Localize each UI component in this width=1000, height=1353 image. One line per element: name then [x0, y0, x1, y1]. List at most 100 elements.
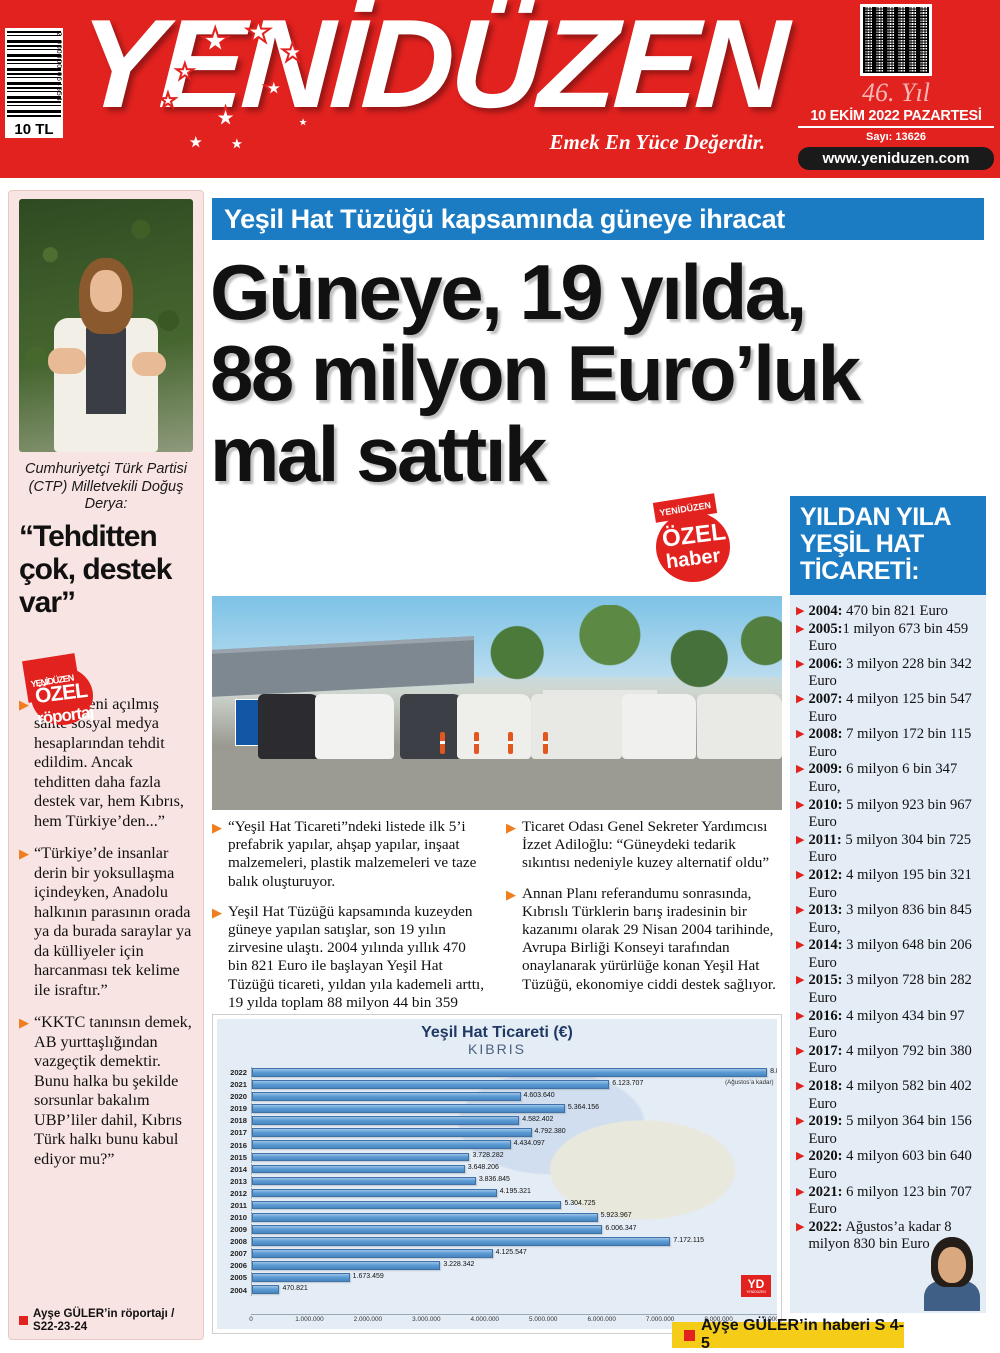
triangle-bullet-icon: ▶: [796, 763, 805, 776]
list-item-text: 2005:1 milyon 673 bin 459 Euro: [808, 620, 969, 655]
triangle-bullet-icon: ▶: [506, 820, 516, 835]
qr-code-icon[interactable]: [860, 4, 932, 76]
logo-text: YENİDÜZEN: [74, 0, 788, 134]
date-label: 10 EKİM 2022 PAZARTESİ: [798, 108, 994, 128]
list-item: ▶ “KKTC tanınsın demek, AB yurttaşlığında…: [19, 1013, 193, 1169]
chart-bar-value-label: 4.582.402: [522, 1115, 554, 1123]
triangle-bullet-icon: ▶: [796, 692, 805, 705]
chart-bar-row: 2022 8.830.000 (Ağustos’a kadar): [217, 1067, 777, 1086]
year-label: 2011:: [808, 831, 842, 848]
list-item: ▶ Ticaret Odası Genel Sekreter Yardımcısı…: [506, 818, 782, 873]
chart-y-tick-label: 2017: [230, 1128, 247, 1138]
story-kicker-text: Yeşil Hat Tüzüğü kapsamında güneye ihrac…: [224, 203, 785, 234]
triangle-bullet-icon: ▶: [506, 886, 516, 902]
triangle-bullet-icon: ▶: [796, 657, 805, 670]
list-item: ▶ 2013: 3 milyon 836 bin 845 Euro,: [796, 902, 980, 937]
sidebar-header-line-2: YEŞİL HAT: [800, 530, 924, 558]
chart-bar-value-label: 5.364.156: [567, 1103, 600, 1111]
story-credit-text: Ayşe GÜLER’in haberi S 4-5: [701, 1317, 905, 1352]
year-label: 2016:: [808, 1007, 843, 1024]
chart-bar-row: 2014 3.648.206: [217, 1163, 777, 1175]
list-item: ▶ 2006: 3 milyon 228 bin 342 Euro: [796, 656, 980, 691]
chart-y-tick-label: 2004: [230, 1285, 247, 1295]
chart-y-tick-label: 2016: [230, 1140, 247, 1150]
chart-bar: [252, 1068, 768, 1077]
sidebar-header-line-3: TİCARETİ:: [800, 557, 920, 585]
list-item: ▶ 2010: 5 milyon 923 bin 967 Euro: [796, 797, 980, 832]
website-link[interactable]: www.yeniduzen.com: [798, 147, 994, 170]
headline-line-1: Güneye, 19 yılda,: [210, 248, 807, 336]
year-label: 2019:: [808, 1113, 843, 1130]
chart-bar-track: 4.434.097: [251, 1139, 777, 1151]
chart-bar-row: 2010 5.923.967: [217, 1211, 777, 1224]
chart-bar-row: 2006 3.228.342: [217, 1260, 777, 1272]
chart-bar-value-label: 3.228.342: [443, 1260, 475, 1268]
chart-x-tick-label: 9.000.000: [762, 1316, 777, 1323]
chart-bar-track: 4.125.547: [251, 1248, 777, 1260]
chart-bar: [252, 1152, 470, 1162]
chart-bar-track: 1.673.459: [251, 1272, 777, 1284]
year-label: 2005:: [808, 620, 843, 637]
list-item-text: 2008: 7 milyon 172 bin 115 Euro: [808, 726, 972, 760]
headline-line-3: mal sattık: [210, 410, 547, 498]
story-column-left: ▶ “Yeşil Hat Ticareti”ndeki listede ilk 5…: [212, 818, 488, 1042]
chart-bar-value-label: 4.603.640: [523, 1091, 555, 1099]
chart-bar: [252, 1188, 497, 1198]
chart-bar: [252, 1261, 441, 1270]
triangle-bullet-icon: ▶: [796, 1115, 805, 1128]
interview-headline: “Tehditten çok, destek var” YENİDÜZEN ÖZ…: [19, 518, 193, 728]
chart-plot-area: 2022 8.830.000 (Ağustos’a kadar) 2021 6.123.…: [217, 1067, 777, 1303]
year-label: 2020:: [808, 1148, 843, 1165]
list-item: ▶ 2015: 3 milyon 728 bin 282 Euro: [796, 972, 980, 1007]
triangle-bullet-icon: ▶: [19, 1015, 29, 1030]
chart-bar-value-label: 3.648.206: [467, 1164, 499, 1172]
chart-bar-value-label: 8.830.000: [770, 1067, 777, 1075]
triangle-bullet-icon: ▶: [796, 605, 805, 617]
list-item: ▶ 2008: 7 milyon 172 bin 115 Euro: [796, 726, 980, 761]
chart-bar-track: 4.603.640: [251, 1091, 777, 1103]
list-item-text: 2015: 3 milyon 728 bin 282 Euro: [808, 972, 972, 1007]
chart-bar-row: 2005 1.673.459: [217, 1272, 777, 1284]
story-credit-bar[interactable]: Ayşe GÜLER’in haberi S 4-5: [672, 1317, 904, 1352]
triangle-bullet-icon: ▶: [212, 820, 222, 835]
interview-credit[interactable]: Ayşe GÜLER’in röportajı / S22-23-24: [19, 1307, 195, 1333]
chart-bar: [252, 1285, 280, 1294]
list-item-text: 2017: 4 milyon 792 bin 380 Euro: [808, 1042, 972, 1077]
chart-bar-row: 2020 4.603.640: [217, 1091, 777, 1103]
newspaper-logo[interactable]: YENİDÜZEN Emek En Yüce Değerdir.: [74, 0, 787, 156]
year-label: 2017:: [808, 1042, 843, 1059]
chart-bar-track: 3.728.282: [251, 1151, 777, 1163]
chart-y-tick-label: 2009: [230, 1225, 247, 1235]
year-label: 2004:: [808, 603, 843, 619]
ozel-roportaj-badge: YENİDÜZEN ÖZEL röportaj: [22, 652, 103, 728]
masthead-info: 46. Yıl 10 EKİM 2022 PAZARTESİ Sayı: 136…: [798, 4, 994, 170]
chart-bar-value-label: 4.792.380: [534, 1127, 566, 1135]
chart-bar-track: 5.923.967: [251, 1211, 777, 1224]
chart-bar: [252, 1249, 493, 1258]
sidebar-yearly-trade: YILDAN YILA YEŞİL HAT TİCARETİ: ▶ 2004: 4…: [790, 496, 986, 1336]
chart-bar-value-label: 3.836.845: [478, 1176, 510, 1184]
chart-bar-row: 2012 4.195.321: [217, 1187, 777, 1199]
chart-bar: [252, 1225, 603, 1234]
list-item-text: 2020: 4 milyon 603 bin 640 Euro: [808, 1148, 972, 1182]
chart-bar-row: 2004 470.821: [217, 1284, 777, 1296]
list-item: ▶ Yeşil Hat Tüzüğü kapsamında kuzeyden gü…: [212, 903, 488, 1030]
chart-x-tick-label: 2.000.000: [353, 1316, 383, 1323]
year-label: 2009:: [808, 761, 843, 778]
sidebar-header: YILDAN YILA YEŞİL HAT TİCARETİ:: [790, 496, 986, 595]
chart-bar-row: 2018 4.582.402: [217, 1115, 777, 1127]
chart-bar-track: 5.304.725: [251, 1199, 777, 1212]
chart-y-tick-label: 2019: [230, 1104, 247, 1114]
triangle-bullet-icon: ▶: [796, 1185, 805, 1198]
chart-bar: [252, 1200, 562, 1210]
interview-headline-text: “Tehditten çok, destek var”: [19, 519, 172, 619]
list-item: ▶ 2005:1 milyon 673 bin 459 Euro: [796, 621, 980, 656]
chart-bar: [252, 1104, 565, 1113]
list-item-text: Yeşil Hat Tüzüğü kapsamında kuzeyden gün…: [228, 902, 484, 1029]
chart-bar-row: 2017 4.792.380: [217, 1127, 777, 1139]
chart-bar: [252, 1092, 521, 1101]
barcode-digits: 2 000000 064554: [55, 32, 62, 102]
chart-bar: [252, 1116, 520, 1125]
barcode: 2 000000 064554 10 TL: [5, 28, 63, 138]
triangle-bullet-icon: ▶: [796, 728, 805, 741]
